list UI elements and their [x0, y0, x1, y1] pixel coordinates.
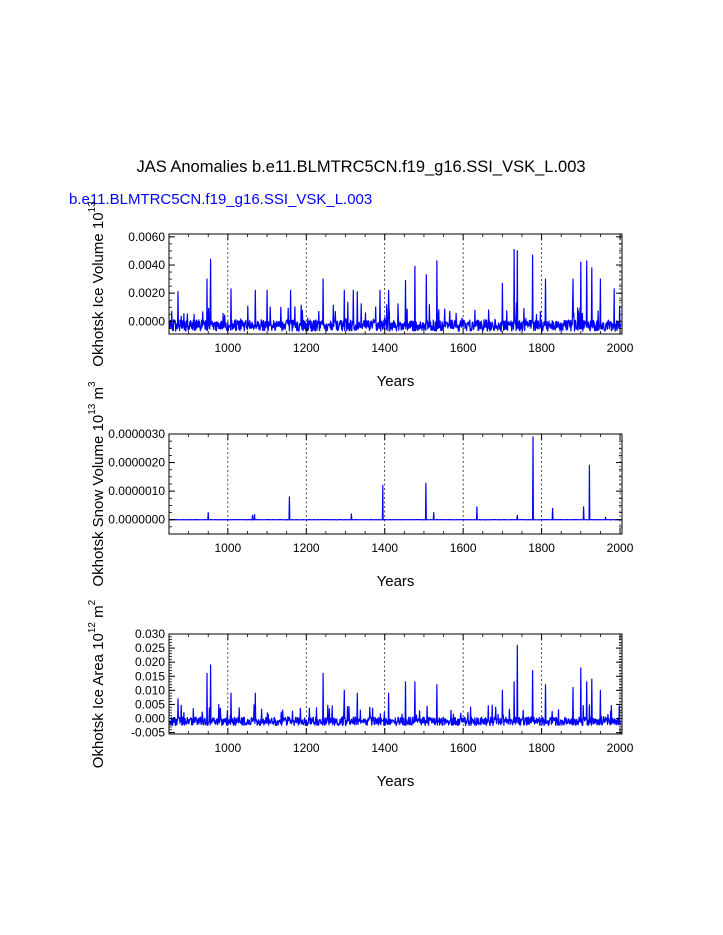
series-line-2	[168, 436, 621, 521]
x-tick-label: 1200	[293, 541, 320, 555]
chart-subtitle: b.e11.BLMTRC5CN.f19_g16.SSI_VSK_L.003	[69, 191, 372, 208]
x-tick-label: 1800	[528, 541, 555, 555]
series-line-1	[168, 248, 622, 332]
y-tick-label: 0.010	[135, 683, 165, 697]
y-tick-label: 0.020	[135, 655, 165, 669]
plot-frame	[168, 633, 623, 735]
x-tick-label: 1600	[450, 741, 477, 755]
x-axis-label: Years	[377, 573, 415, 590]
plot-frame	[168, 233, 623, 335]
x-axis-label: Years	[377, 773, 415, 790]
x-axis-label: Years	[377, 373, 415, 390]
y-tick-label: 0.0060	[128, 230, 165, 244]
y-tick-label: 0.000	[135, 712, 165, 726]
y-tick-label: 0.025	[135, 641, 165, 655]
y-tick-label: 0.030	[135, 627, 165, 641]
x-tick-label: 1800	[528, 741, 555, 755]
x-tick-label: 1000	[214, 541, 241, 555]
y-tick-label: 0.0000	[128, 314, 165, 328]
x-tick-label: 1400	[371, 341, 398, 355]
chart-panels: 1000 1200 1400 1600 1800 2000 0.0000 0.0020 0.00…	[87, 201, 634, 790]
x-tick-label: 2000	[607, 741, 634, 755]
y-axis-label: Okhotsk Ice Area 1012 m2	[87, 599, 107, 768]
y-tick-label: 0.0000020	[108, 456, 165, 470]
y-tick-label: 0.015	[135, 669, 165, 683]
chart-panel-3: 1000 1200 1400 1600 1800 2000 -0.0050.0000.005…	[87, 599, 634, 790]
chart-panel-1: 1000 1200 1400 1600 1800 2000 0.0000 0.0020 0.00…	[87, 201, 634, 390]
chart-title: JAS Anomalies b.e11.BLMTRC5CN.f19_g16.SS…	[136, 158, 585, 176]
y-tick-label: 0.0000030	[108, 427, 165, 441]
y-tick-label: 0.0040	[128, 258, 165, 272]
x-tick-label: 2000	[607, 541, 634, 555]
x-tick-label: 1600	[450, 541, 477, 555]
y-tick-label: 0.0000010	[108, 484, 165, 498]
y-tick-label: 0.005	[135, 697, 165, 711]
x-tick-label: 1800	[528, 341, 555, 355]
x-tick-label: 1200	[293, 741, 320, 755]
chart-panel-2: 1000 1200 1400 1600 1800 2000 0.0000000 0.00000…	[87, 381, 634, 590]
series-line-3	[168, 644, 621, 727]
x-tick-label: 1400	[371, 541, 398, 555]
x-tick-label: 1600	[450, 341, 477, 355]
y-tick-label: 0.0000000	[108, 513, 165, 527]
x-tick-label: 2000	[607, 341, 634, 355]
x-tick-label: 1200	[293, 341, 320, 355]
y-tick-label: -0.005	[131, 726, 165, 740]
y-axis-label: Okhotsk Ice Volume 1013	[87, 201, 107, 367]
x-tick-label: 1000	[214, 341, 241, 355]
y-tick-label: 0.0020	[128, 286, 165, 300]
x-tick-label: 1400	[371, 741, 398, 755]
x-tick-label: 1000	[214, 741, 241, 755]
y-axis-label: Okhotsk Snow Volume 1013 m3	[87, 381, 107, 587]
